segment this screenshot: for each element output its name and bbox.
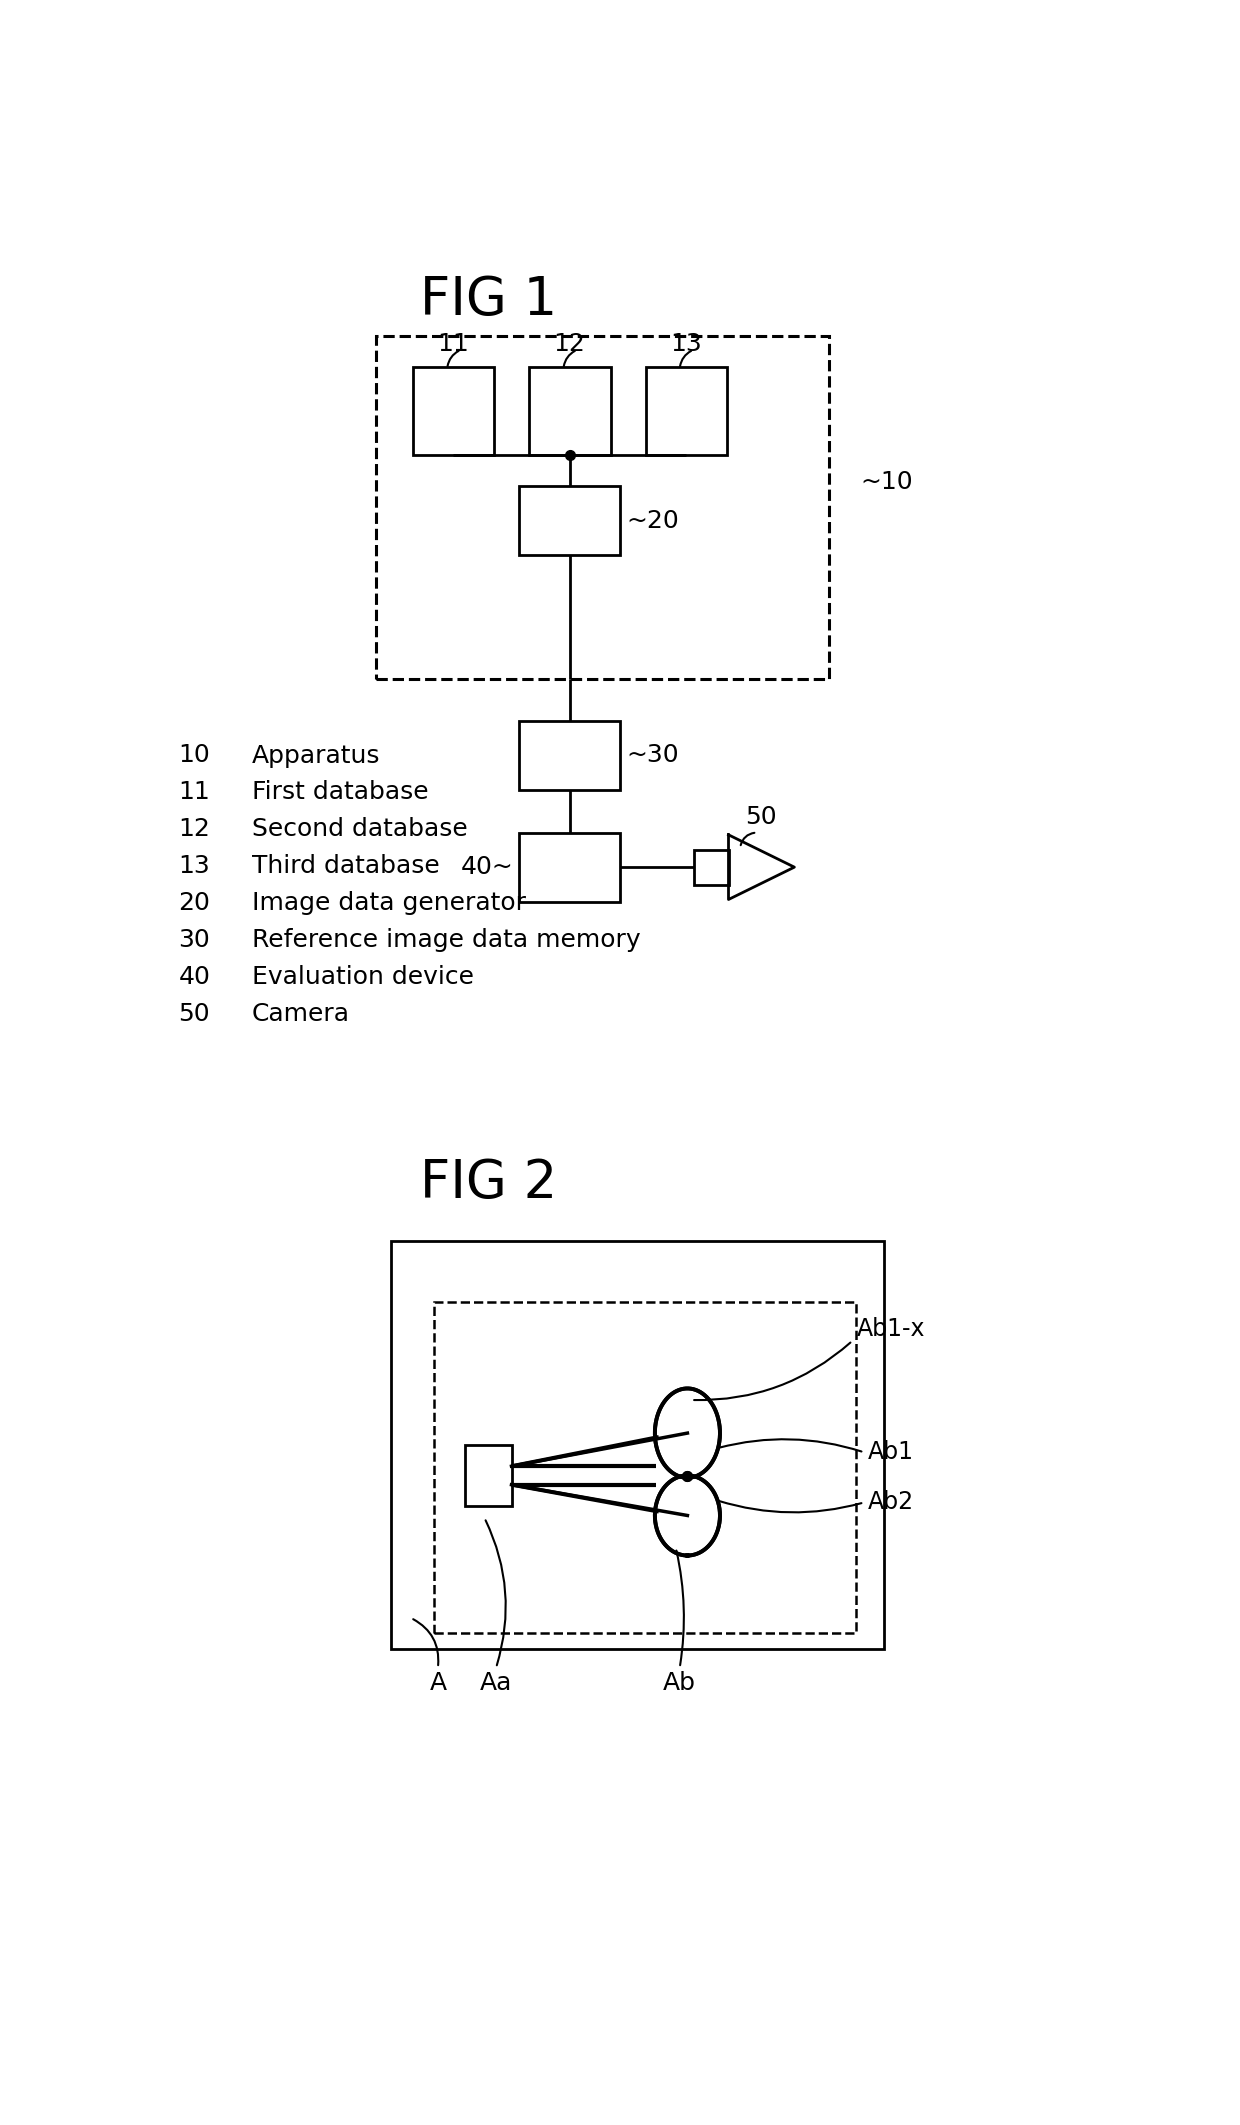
Text: 11: 11 xyxy=(438,332,469,355)
Text: A: A xyxy=(429,1672,446,1696)
Text: 50: 50 xyxy=(745,805,777,829)
Text: Apparatus: Apparatus xyxy=(252,744,381,767)
Text: 10: 10 xyxy=(179,744,210,767)
Text: 13: 13 xyxy=(179,854,210,878)
Polygon shape xyxy=(660,1394,715,1473)
Text: Ab: Ab xyxy=(663,1672,696,1696)
Text: Aa: Aa xyxy=(480,1672,512,1696)
Text: 20: 20 xyxy=(179,890,210,916)
Text: 12: 12 xyxy=(179,818,210,842)
Text: First database: First database xyxy=(252,780,429,805)
Bar xyxy=(520,487,620,555)
Text: 50: 50 xyxy=(179,1003,210,1026)
Text: 40~: 40~ xyxy=(460,854,513,880)
Bar xyxy=(693,850,729,884)
Bar xyxy=(646,368,727,455)
Text: 40: 40 xyxy=(179,965,210,990)
Text: Evaluation device: Evaluation device xyxy=(252,965,474,990)
Bar xyxy=(520,833,620,901)
Text: Third database: Third database xyxy=(252,854,440,878)
Polygon shape xyxy=(660,1481,715,1551)
Text: FIG 2: FIG 2 xyxy=(419,1156,557,1209)
Bar xyxy=(413,368,495,455)
Bar xyxy=(529,368,611,455)
Text: Reference image data memory: Reference image data memory xyxy=(252,929,641,952)
Bar xyxy=(376,336,830,678)
Bar xyxy=(465,1445,511,1507)
Text: 12: 12 xyxy=(554,332,585,355)
Text: 30: 30 xyxy=(179,929,210,952)
Text: 11: 11 xyxy=(179,780,210,805)
Text: Ab2: Ab2 xyxy=(868,1490,914,1515)
Bar xyxy=(520,720,620,790)
Text: ~10: ~10 xyxy=(861,470,913,495)
Text: Second database: Second database xyxy=(252,818,467,842)
Bar xyxy=(392,1241,883,1649)
Text: Camera: Camera xyxy=(252,1003,350,1026)
Text: Ab1-x: Ab1-x xyxy=(857,1318,925,1341)
Text: FIG 1: FIG 1 xyxy=(419,274,557,325)
Bar xyxy=(434,1303,857,1634)
Text: Ab1: Ab1 xyxy=(868,1441,914,1464)
Text: ~20: ~20 xyxy=(626,508,680,533)
Text: Image data generator: Image data generator xyxy=(252,890,526,916)
Text: 13: 13 xyxy=(670,332,702,355)
Text: ~30: ~30 xyxy=(626,744,678,767)
